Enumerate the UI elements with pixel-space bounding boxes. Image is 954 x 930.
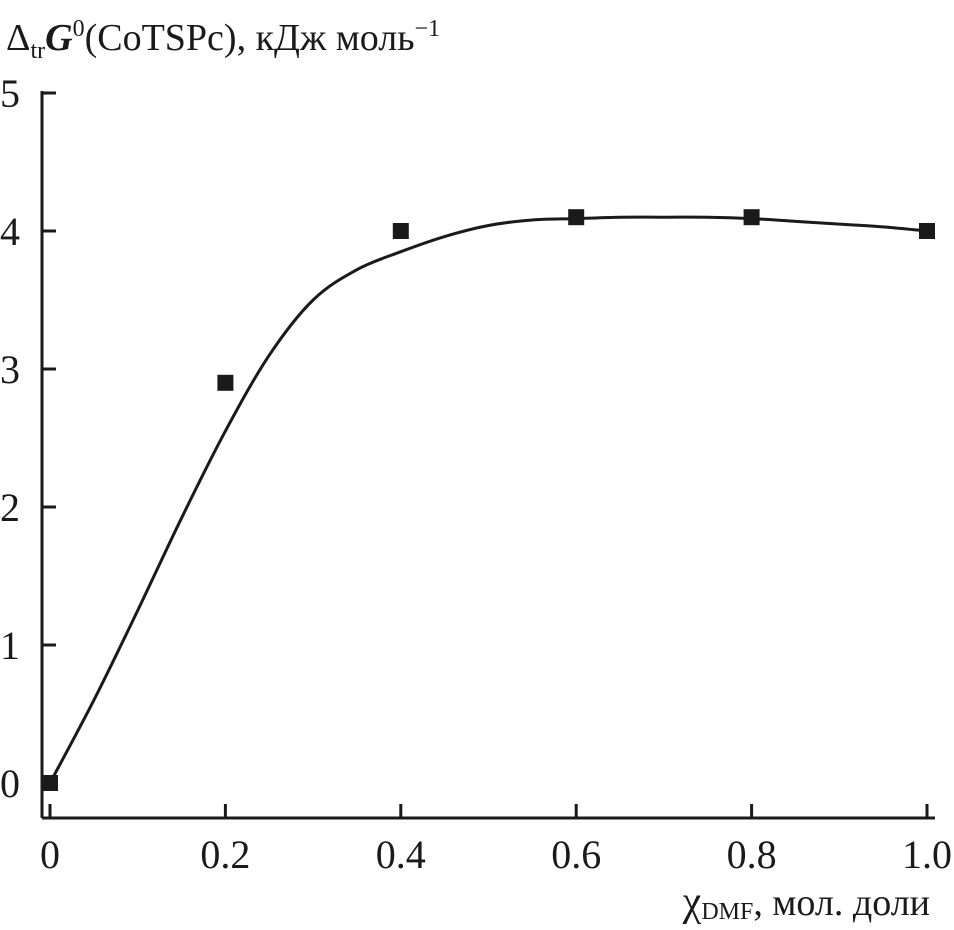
y-axis-title-delta: Δ (6, 17, 30, 59)
x-tick-label: 0.6 (551, 832, 601, 877)
y-tick-label: 3 (0, 347, 20, 392)
data-point (568, 209, 585, 226)
y-axis-title-sub: tr (30, 38, 45, 64)
x-axis-title-rest: , мол. доли (753, 882, 930, 924)
y-axis-title-rest: (CoTSPc), кДж моль (85, 17, 415, 59)
data-point (392, 223, 409, 239)
y-ticks: 0 1 2 3 4 5 (0, 71, 56, 806)
y-tick-label: 5 (0, 71, 20, 116)
x-tick-label: 1.0 (902, 832, 952, 877)
y-tick-label: 1 (0, 623, 20, 668)
y-axis-title: ΔtrG0(CoTSPc), кДж моль−1 (6, 16, 440, 64)
x-axis-title-sub: DMF (701, 899, 753, 925)
x-axis-title: χDMF, мол. доли (682, 879, 930, 925)
data-points (42, 209, 935, 791)
data-point (919, 223, 935, 239)
fit-curve (48, 215, 928, 784)
y-axis-title-g: G (45, 17, 73, 59)
y-tick-label: 4 (0, 209, 20, 254)
x-tick-label: 0.4 (376, 832, 426, 877)
x-tick-label: 0 (40, 832, 60, 877)
y-axis-title-sup: 0 (73, 16, 85, 42)
x-tick-label: 0.8 (727, 832, 777, 877)
y-tick-label: 2 (0, 485, 20, 530)
data-point (42, 775, 58, 791)
x-ticks: 0 0.2 0.4 0.6 0.8 1.0 (40, 804, 952, 877)
x-tick-label: 0.2 (200, 832, 250, 877)
data-point (743, 209, 760, 226)
data-point (217, 374, 234, 391)
x-axis-title-chi: χ (682, 879, 702, 925)
y-tick-label: 0 (0, 761, 20, 806)
y-axis-title-unit-sup: −1 (415, 16, 441, 42)
